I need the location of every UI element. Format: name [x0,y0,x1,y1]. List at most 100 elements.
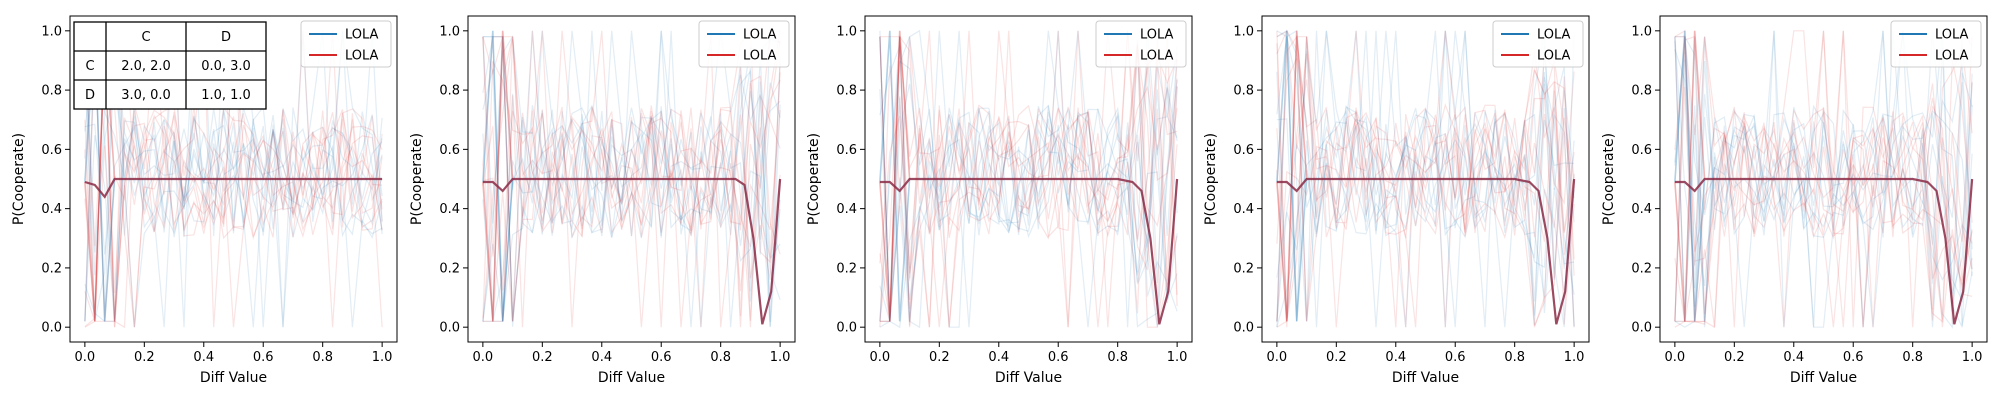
trace-red-7 [879,30,1178,328]
axes-frame [69,15,398,343]
y-tick-label: 0.4 [439,202,460,217]
x-tick-label: 1.0 [1167,350,1188,365]
x-tick-label: 0.0 [1267,350,1288,365]
trace-blue-8 [482,30,781,327]
x-axis-title: Diff Value [995,370,1062,386]
trace-blue-0 [482,36,781,327]
trace-blue-10 [1276,30,1575,316]
trace-red-11 [1674,28,1973,328]
legend-label-2: LOLA [1537,49,1571,64]
y-axis-title: P(Cooperate) [806,133,822,225]
trace-red-9 [1276,30,1575,328]
y-axis-title: P(Cooperate) [1601,133,1617,225]
trace-red-19 [1674,29,1973,328]
spike-trace-1 [1674,30,1706,322]
y-tick-label: 0.4 [836,202,857,217]
x-tick-label: 0.8 [1107,350,1128,365]
trace-blue-18 [879,36,1178,329]
trace-blue-16 [879,65,1178,323]
trace-blue-10 [482,30,781,328]
x-axis-title: Diff Value [200,370,267,386]
trace-blue-14 [879,30,1178,328]
trace-blue-12 [482,30,781,261]
trace-blue-18 [1674,30,1973,328]
y-tick-label: 1.0 [41,24,62,39]
trace-blue-14 [84,30,383,322]
y-tick-label: 0.0 [1233,321,1254,336]
trace-red-17 [879,30,1178,328]
trace-red-3 [1674,36,1973,323]
x-tick-label: 0.2 [532,350,553,365]
x-tick-label: 0.0 [1665,350,1686,365]
x-tick-label: 0.0 [870,350,891,365]
x-tick-label: 0.0 [75,350,96,365]
chart-panel-1: 0.0 0.2 0.4 0.6 0.8 1.0 0.0 0.2 0.4 0.6 0.8 1.0 Diff… [11,15,398,386]
trace-red-7 [1276,30,1575,232]
x-tick-label: 0.8 [312,350,333,365]
x-tick-label: 0.8 [1504,350,1525,365]
trace-blue-10 [879,30,1178,328]
x-tick-label: 0.4 [193,350,214,365]
x-tick-label: 0.2 [929,350,950,365]
y-tick-label: 0.6 [1631,143,1652,158]
trace-red-9 [482,36,781,328]
x-tick-label: 0.6 [1048,350,1069,365]
y-tick-label: 1.0 [836,24,857,39]
trace-blue-2 [1276,29,1575,328]
trace-blue-0 [1276,36,1575,328]
plot-area [879,29,1179,329]
trace-red-7 [1674,30,1973,328]
trace-red-13 [1276,36,1575,328]
table-cell: 2.0, 2.0 [121,59,171,74]
trace-red-3 [1276,71,1575,328]
trace-blue-12 [84,30,383,322]
legend-label-1: LOLA [743,28,777,43]
x-axis-title: Diff Value [1790,370,1857,386]
x-tick-label: 1.0 [372,350,393,365]
trace-red-9 [1674,30,1973,328]
trace-blue-4 [1276,30,1575,328]
y-axis-title: P(Cooperate) [1203,133,1219,225]
trace-blue-6 [482,30,781,328]
chart-panel-5: 0.0 0.2 0.4 0.6 0.8 1.0 0.0 0.2 0.4 0.6 0.8 1.0 Diff… [1601,15,1988,386]
y-tick-label: 0.6 [1233,143,1254,158]
trace-red-7 [482,30,781,328]
trace-red-15 [1276,36,1575,319]
plot-area [482,29,782,328]
trace-red-11 [84,30,383,328]
mean-line [1276,177,1576,325]
trace-blue-4 [482,30,781,322]
y-tick-label: 0.0 [1631,321,1652,336]
trace-red-17 [1276,29,1575,327]
y-tick-label: 0.2 [41,261,62,276]
x-tick-label: 1.0 [1962,350,1983,365]
y-tick-label: 0.6 [439,143,460,158]
trace-blue-16 [1674,30,1973,328]
legend-label-1: LOLA [345,28,379,43]
trace-red-19 [482,29,781,328]
trace-red-7 [84,30,383,328]
trace-red-13 [1674,30,1973,322]
trace-blue-2 [879,30,1178,322]
trace-blue-2 [1674,30,1973,328]
y-tick-label: 0.2 [836,261,857,276]
x-tick-label: 0.4 [1783,350,1804,365]
spike-trace-0 [879,30,911,322]
spike-trace-0 [1276,30,1308,322]
legend-label-1: LOLA [1140,28,1174,43]
trace-blue-12 [1674,30,1973,286]
chart-panel-4: 0.0 0.2 0.4 0.6 0.8 1.0 0.0 0.2 0.4 0.6 0.8 1.0 Diff… [1203,15,1590,386]
x-tick-label: 1.0 [770,350,791,365]
y-tick-label: 0.8 [439,84,460,99]
trace-blue-4 [879,36,1178,329]
legend-label-2: LOLA [345,49,379,64]
spike-trace-0 [1674,30,1706,322]
trace-blue-10 [84,30,383,328]
y-tick-label: 0.4 [1233,202,1254,217]
trace-red-15 [482,29,781,322]
y-tick-label: 0.4 [1631,202,1652,217]
y-tick-label: 0.4 [41,202,62,217]
trace-blue-10 [1674,30,1973,322]
legend: LOLA LOLA [1890,20,1982,68]
trace-blue-6 [879,45,1178,312]
